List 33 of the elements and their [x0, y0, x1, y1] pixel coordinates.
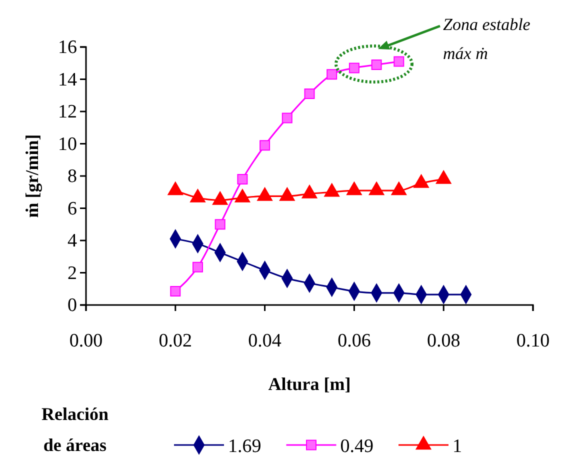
- legend-label: 0.49: [340, 436, 374, 457]
- legend-label: 1.69: [228, 436, 262, 457]
- x-tick-label: 0.02: [158, 330, 192, 352]
- y-tick-label: 0: [68, 295, 77, 316]
- point: [394, 56, 404, 67]
- legend-label: 1: [452, 436, 462, 457]
- y-tick-label: 2: [68, 262, 77, 284]
- x-tick-label: 0.06: [338, 330, 371, 352]
- legend-title: Relación de áreas: [42, 404, 108, 455]
- y-tick-label: 16: [58, 37, 77, 58]
- point: [237, 174, 248, 184]
- point: [348, 62, 360, 74]
- point: [260, 140, 270, 151]
- point: [326, 69, 338, 80]
- point: [304, 88, 315, 100]
- y-tick-label: 8: [68, 166, 77, 188]
- x-tick-label: 0.04: [248, 330, 282, 352]
- x-tick-label: 0.00: [69, 330, 103, 352]
- y-tick-label: 12: [58, 102, 77, 123]
- x-tick-label: 0.10: [516, 330, 550, 352]
- y-tick-label: 10: [58, 134, 77, 155]
- point: [214, 219, 226, 230]
- point: [192, 262, 203, 272]
- y-tick-label: 4: [68, 230, 78, 252]
- y-tick-label: 6: [68, 198, 77, 220]
- x-axis-title: Altura [m]: [268, 374, 351, 394]
- point: [282, 112, 292, 124]
- y-tick-label: 14: [58, 69, 78, 90]
- point: [170, 286, 181, 297]
- point: [371, 59, 382, 70]
- x-tick-label: 0.08: [426, 330, 460, 352]
- annotation: Zona estable máx ṁ: [443, 15, 531, 63]
- y-axis-title: ṁ [gr/min]: [22, 134, 42, 218]
